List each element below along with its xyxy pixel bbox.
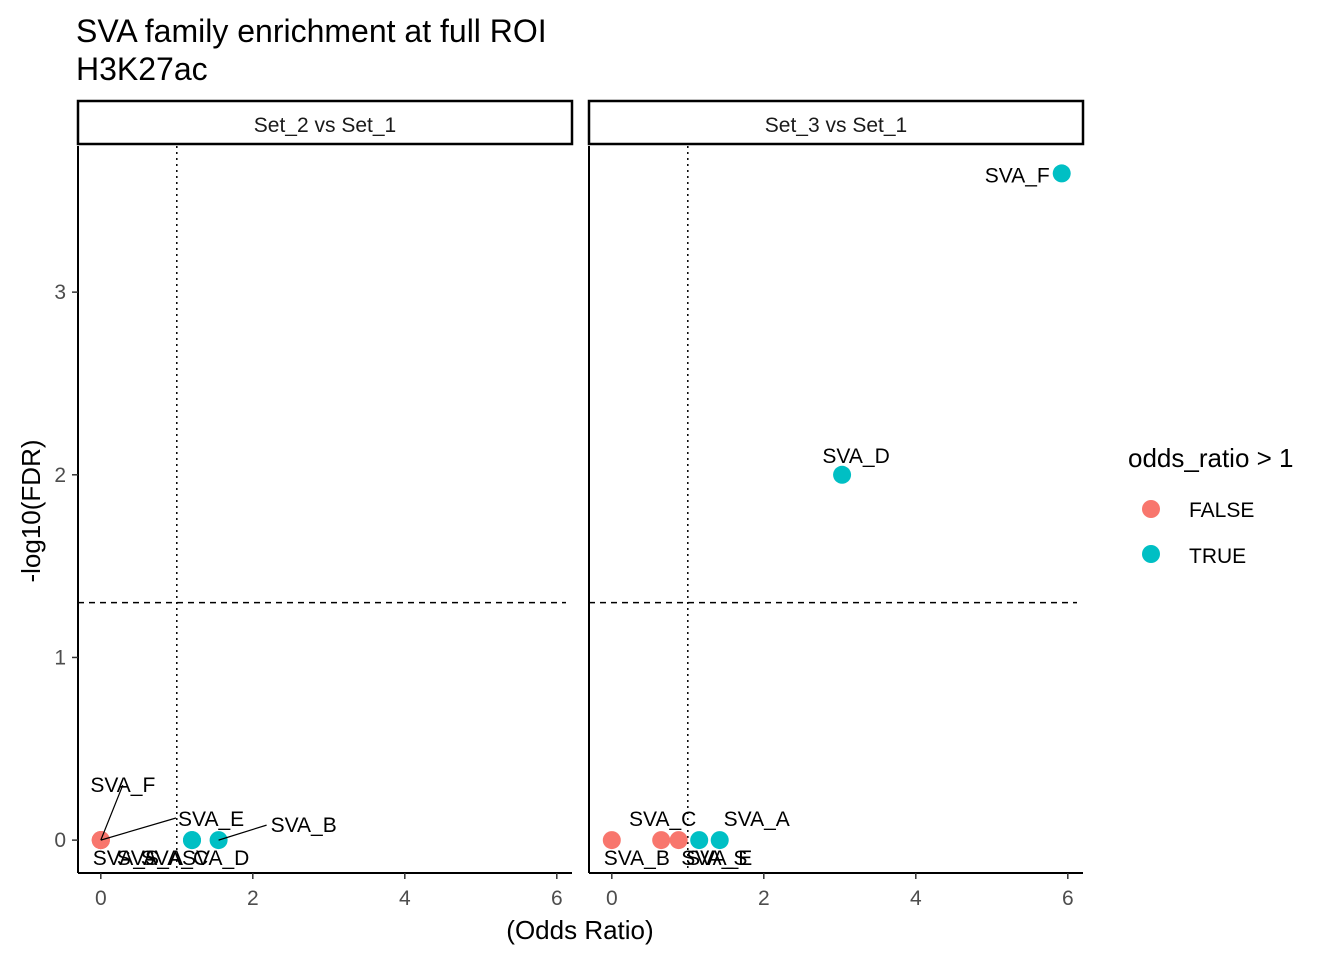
point-label: SVA_S [93, 847, 159, 870]
y-axis-title: -log10(FDR) [16, 439, 46, 582]
x-tick-label: 0 [606, 887, 618, 910]
data-point [652, 831, 671, 850]
point-label: SVA_F [985, 164, 1050, 187]
data-point [833, 465, 852, 484]
point-label: SVA_E [686, 847, 752, 870]
point-label: SVA_D [182, 847, 249, 870]
point-label: SVA_B [271, 814, 337, 837]
y-tick-label: 0 [54, 829, 66, 852]
facet-strip-label: Set_2 vs Set_1 [254, 114, 396, 137]
legend-key-true [1142, 545, 1160, 563]
legend-title: odds_ratio > 1 [1128, 443, 1294, 473]
x-tick-label: 6 [551, 887, 563, 910]
facet-strip [76, 99, 574, 146]
y-tick-label: 3 [54, 281, 66, 304]
point-label: SVA_F [90, 774, 155, 797]
chart-title: SVA family enrichment at full ROI [76, 13, 547, 49]
label-leader-line [100, 784, 124, 841]
facet-panel-set3: Set_3 vs Set_1 0 2 4 6 SVA_B SVA_S SVA_C SVA_E S… [587, 99, 1085, 910]
legend-key-false [1142, 500, 1160, 518]
point-label: SVA_E [178, 808, 244, 831]
x-axis-title: (Odds Ratio) [506, 915, 653, 945]
point-label: SVA_A [117, 847, 183, 870]
x-tick-label: 0 [95, 887, 107, 910]
facet-strip-label: Set_3 vs Set_1 [765, 114, 907, 137]
chart-subtitle: H3K27ac [76, 51, 208, 87]
point-label: SVA_D [822, 445, 889, 468]
data-point [710, 831, 729, 850]
x-tick-label: 2 [758, 887, 770, 910]
x-tick-label: 4 [910, 887, 922, 910]
data-point [602, 831, 621, 850]
x-tick-label: 4 [399, 887, 411, 910]
x-tick-label: 6 [1062, 887, 1074, 910]
facet-panel-set2: Set_2 vs Set_1 0 2 4 6SVA_FSVA_SSVA_ASVA_CS… [76, 99, 574, 910]
point-label: SVA_C [629, 808, 696, 831]
legend-label-false: FALSE [1189, 499, 1254, 522]
label-leader-line [218, 824, 267, 841]
legend-label-true: TRUE [1189, 545, 1246, 568]
y-axis: 0 1 2 3 [54, 281, 78, 852]
point-label: SVA_A [724, 808, 790, 831]
facet-strip [587, 99, 1085, 146]
x-tick-label: 2 [247, 887, 259, 910]
label-leader-line [100, 817, 177, 841]
y-tick-label: 2 [54, 464, 66, 487]
y-tick-label: 1 [54, 646, 66, 669]
point-label: SVA_S [681, 847, 747, 870]
legend: odds_ratio > 1 FALSE TRUE [1128, 443, 1294, 568]
data-point [690, 831, 709, 850]
data-point [183, 831, 201, 850]
point-label: SVA_B [604, 847, 670, 870]
data-point [1052, 164, 1071, 183]
data-point [669, 831, 688, 850]
point-label: SVA_C [141, 847, 208, 870]
